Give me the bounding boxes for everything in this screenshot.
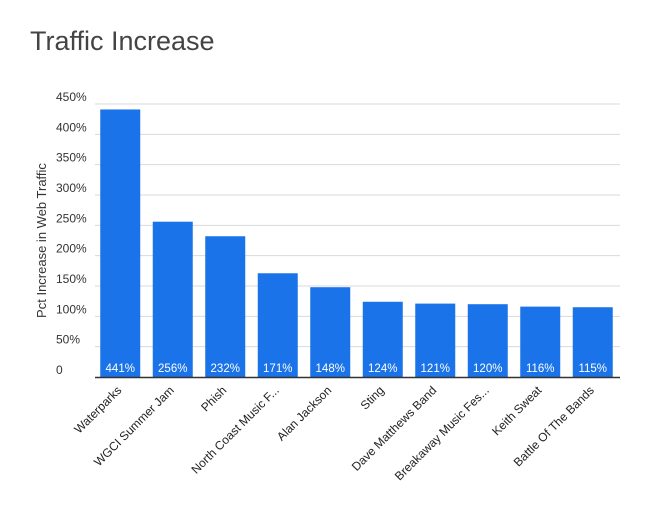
bar — [257, 273, 298, 377]
y-tick-label: 150% — [56, 272, 87, 286]
y-tick-label: 300% — [56, 181, 87, 195]
data-label: 120% — [473, 363, 502, 375]
y-tick-label: 250% — [56, 211, 87, 225]
bar — [362, 301, 403, 377]
y-tick-label: 200% — [56, 242, 87, 256]
data-label: 121% — [421, 363, 450, 375]
x-category-label: Sting — [358, 383, 387, 412]
bar — [467, 304, 508, 377]
x-category-label: Phish — [198, 383, 229, 414]
x-category-label: Breakaway Music Fes... — [392, 383, 492, 483]
x-category-label: Waterparks — [71, 383, 124, 436]
bar — [205, 236, 246, 377]
data-label: 232% — [211, 363, 240, 375]
y-tick-label: 0 — [56, 363, 63, 377]
x-category-label: North Coast Music F... — [189, 383, 282, 476]
x-category-label: Alan Jackson — [274, 383, 334, 443]
bar — [310, 287, 351, 377]
bar — [100, 109, 141, 378]
bar — [572, 307, 613, 377]
y-tick-label: 400% — [56, 120, 87, 134]
data-label: 115% — [578, 363, 607, 375]
bars — [100, 109, 613, 378]
data-label: 116% — [526, 363, 555, 375]
chart-title: Traffic Increase — [30, 26, 215, 56]
data-label: 441% — [106, 363, 135, 375]
x-category-label: Keith Sweat — [489, 383, 545, 439]
data-label: 171% — [263, 363, 292, 375]
y-axis-title: Pct Increase in Web Traffic — [34, 163, 49, 318]
y-tick-label: 450% — [56, 90, 87, 104]
data-labels: 441% 256% 232% 171% 148% 124% 121% 120% 116% 115% — [106, 363, 607, 375]
data-label: 148% — [316, 363, 345, 375]
y-tick-label: 350% — [56, 151, 87, 165]
y-axis-ticks: 0 50% 100% 150% 200% 250% 300% 350% 400% 450% — [56, 90, 87, 377]
bar — [520, 306, 561, 377]
data-label: 256% — [158, 363, 187, 375]
y-tick-label: 50% — [56, 333, 80, 347]
bar — [152, 221, 193, 377]
data-label: 124% — [368, 363, 397, 375]
y-tick-label: 100% — [56, 302, 87, 316]
bar — [415, 303, 456, 377]
